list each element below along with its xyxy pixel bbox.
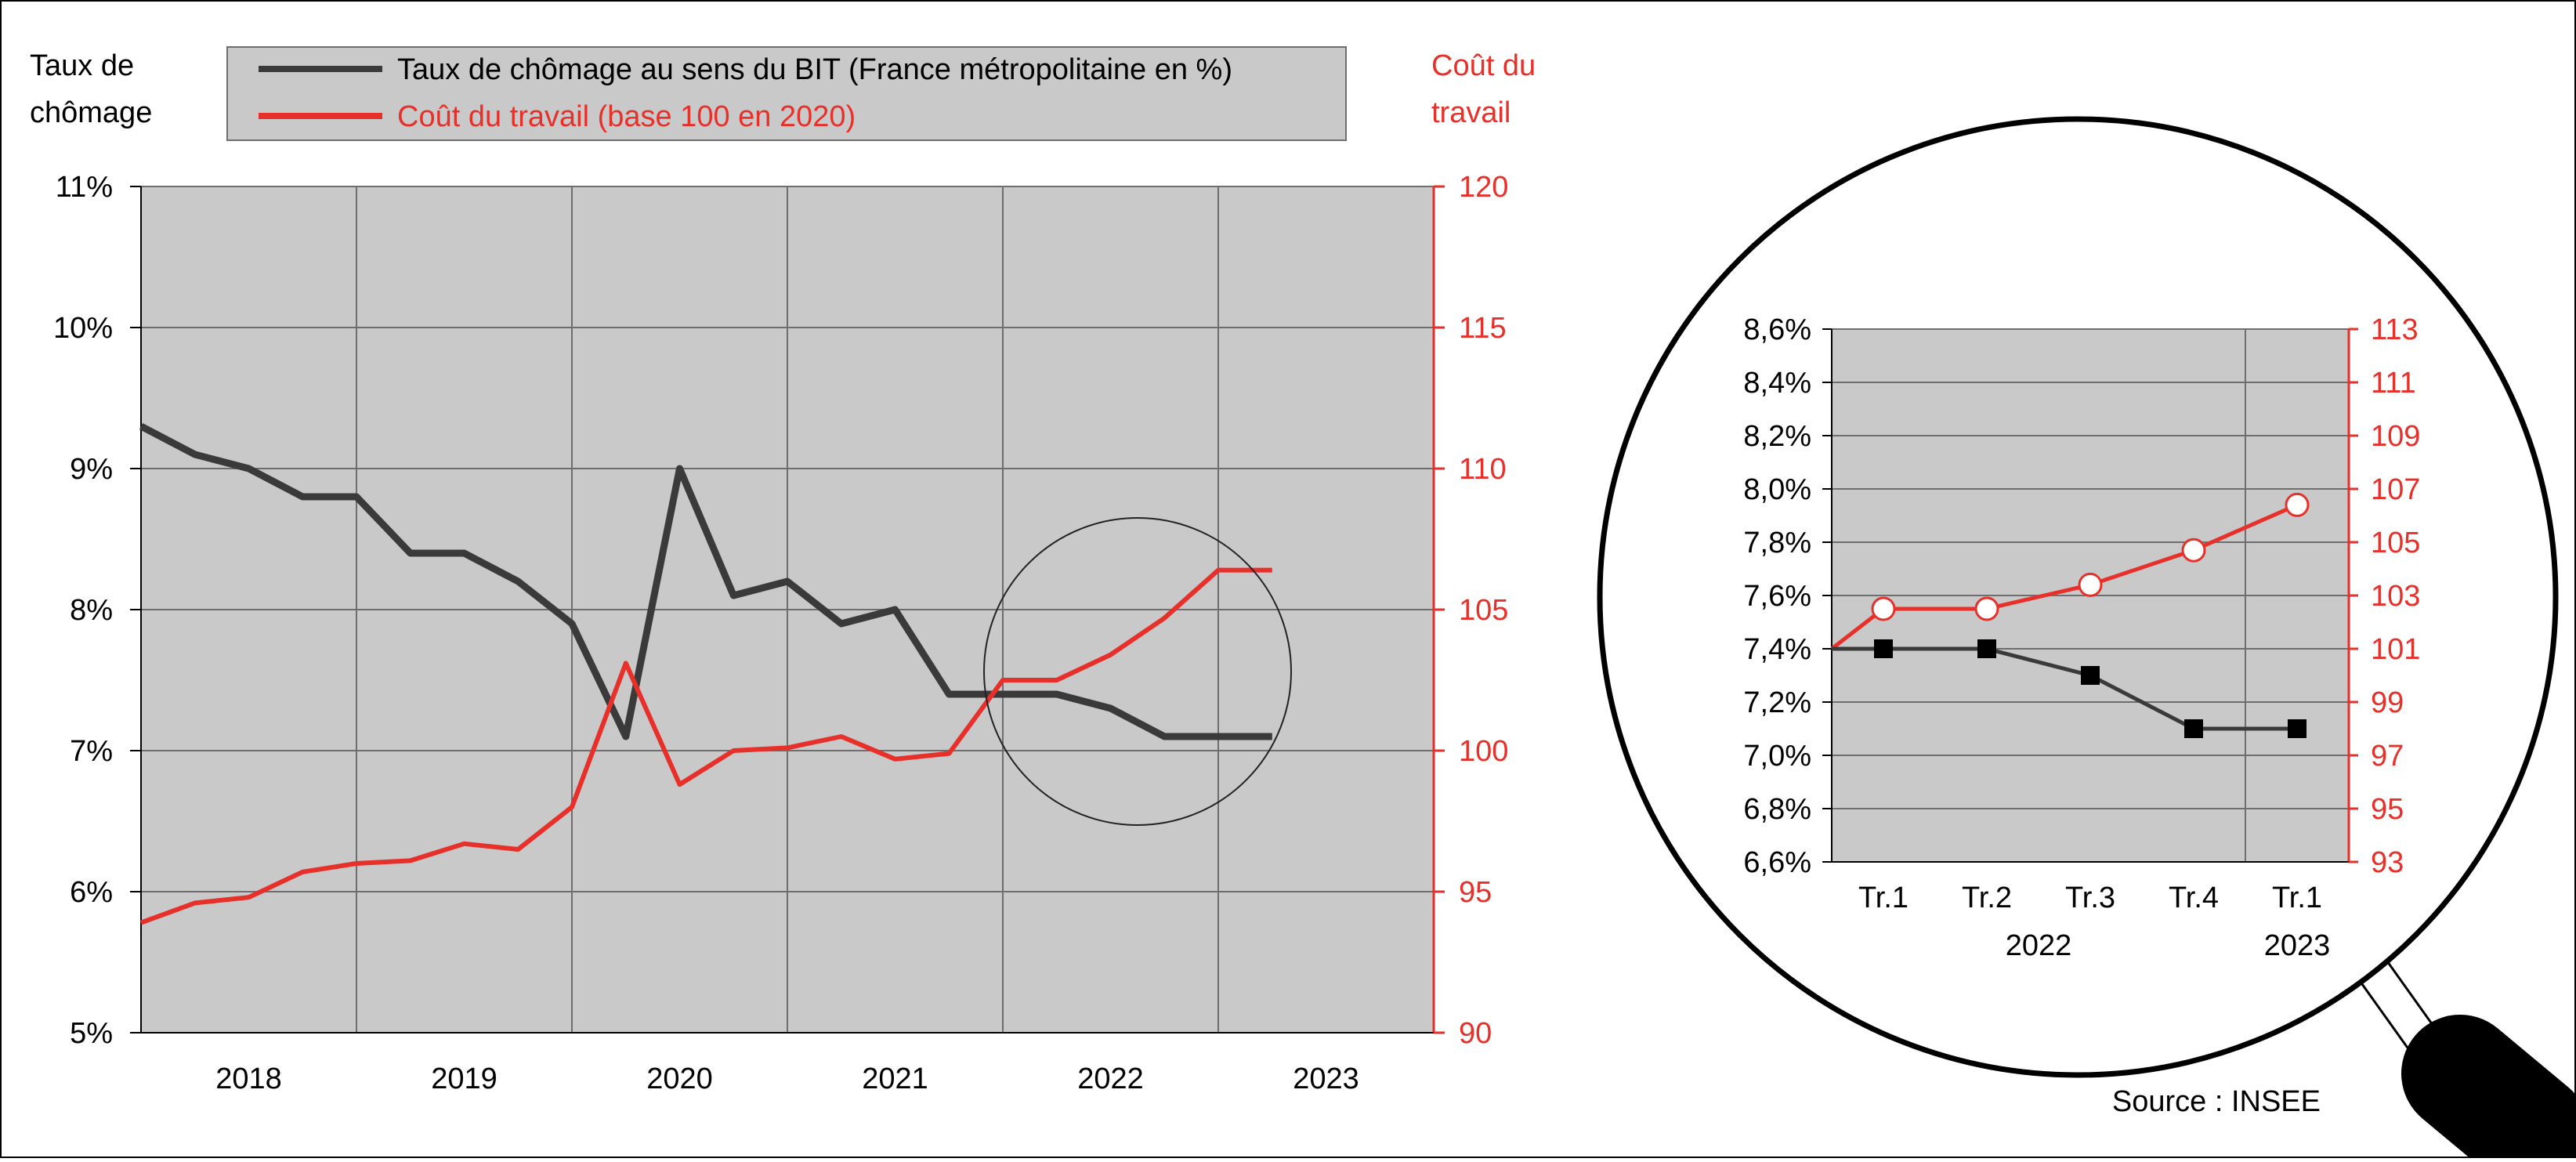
main-x-tick-labels: 2018 2019 2020 2021 2022 2023 [215, 1062, 1359, 1095]
zoom-unemployment-marker [2081, 666, 2100, 685]
main-left-tick-label: 9% [70, 453, 113, 486]
main-left-tick-label: 5% [70, 1017, 113, 1050]
left-axis-title-line1: Taux de [30, 49, 134, 82]
zoom-right-tick-label: 95 [2371, 793, 2404, 826]
main-left-tick-label: 8% [70, 594, 113, 627]
zoom-left-tick-label: 7,2% [1743, 686, 1811, 719]
main-series [139, 423, 1272, 925]
main-right-tick-label: 105 [1459, 594, 1508, 627]
zoom-left-tick-label: 8,0% [1743, 473, 1811, 506]
zoom-left-tick-label: 6,6% [1743, 846, 1811, 879]
zoom-right-tick-label: 97 [2371, 740, 2404, 773]
zoom-right-tick-label: 93 [2371, 846, 2404, 879]
zoom-right-tick-label: 105 [2371, 527, 2420, 559]
zoom-left-tick-label: 8,6% [1743, 313, 1811, 346]
zoom-right-tick-label: 103 [2371, 580, 2420, 613]
main-x-tick-label: 2022 [1077, 1062, 1144, 1095]
main-series-unemployment-line [139, 423, 1272, 740]
zoom-labour-cost-marker [1871, 596, 1896, 621]
legend: Taux de chômage au sens du BIT (France m… [226, 46, 1347, 141]
main-right-tick-label: 100 [1459, 735, 1508, 768]
zoom-x-tick-labels: Tr.1 Tr.2 Tr.3 Tr.4 Tr.1 2022 2023 [1858, 881, 2330, 962]
zoom-right-tick-labels: 93 95 97 99 101 103 105 107 109 111 113 [2349, 313, 2420, 879]
zoom-left-tick-label: 7,6% [1743, 580, 1811, 613]
zoom-right-tick-label: 109 [2371, 420, 2420, 453]
main-right-tick-label: 115 [1459, 312, 1507, 345]
left-axis-title-line2: chômage [30, 96, 152, 129]
right-axis-title-line2: travail [1431, 96, 1511, 129]
zoom-labour-cost-marker [2285, 492, 2310, 517]
right-axis-title-line1: Coût du [1431, 49, 1536, 82]
zoom-labour-cost-marker [1974, 596, 1999, 621]
zoom-right-tick-label: 99 [2371, 686, 2404, 719]
zoom-x-tick-label: Tr.4 [2169, 881, 2219, 914]
zoom-left-tick-label: 8,2% [1743, 420, 1811, 453]
main-right-tick-label: 120 [1459, 171, 1508, 204]
main-left-tick-label: 6% [70, 876, 113, 909]
main-x-tick-label: 2019 [431, 1062, 497, 1095]
zoom-labour-cost-marker [2181, 538, 2206, 563]
legend-label-unemployment: Taux de chômage au sens du BIT (France m… [397, 53, 1232, 86]
zoom-left-tick-labels: 6,6% 6,8% 7,0% 7,2% 7,4% 7,6% 7,8% 8,0% 8,2% 8,4%… [1743, 313, 1832, 879]
zoom-right-tick-label: 107 [2371, 473, 2420, 506]
source-note: Source : INSEE [2112, 1085, 2321, 1118]
zoom-right-tick-label: 101 [2371, 633, 2420, 666]
main-left-tick-labels: 5% 6% 7% 8% 9% 10% 11% [53, 171, 141, 1050]
main-right-tick-labels: 90 95 100 105 110 115 120 [1434, 171, 1508, 1050]
main-right-tick-label: 95 [1459, 876, 1492, 909]
zoom-right-tick-label: 113 [2371, 313, 2419, 346]
main-x-tick-label: 2021 [862, 1062, 928, 1095]
main-chart: 5% 6% 7% 8% 9% 10% 11% 90 95 100 105 110 115 120 201… [53, 171, 1508, 1095]
main-x-tick-label: 2023 [1293, 1062, 1359, 1095]
zoom-left-tick-label: 7,8% [1743, 527, 1811, 559]
zoom-series [1830, 492, 2310, 738]
zoom-left-tick-label: 7,4% [1743, 633, 1811, 666]
zoom-highlight-circle [983, 517, 1292, 826]
zoom-left-tick-label: 7,0% [1743, 740, 1811, 773]
main-x-tick-label: 2020 [646, 1062, 713, 1095]
main-x-tick-label: 2018 [215, 1062, 282, 1095]
magnifier-handle-grip [2401, 1015, 2576, 1162]
zoom-unemployment-marker [1977, 639, 1996, 658]
zoom-labour-cost-marker [2078, 572, 2103, 597]
zoom-x-tick-label: Tr.1 [1858, 881, 1908, 914]
zoom-x-tick-label: Tr.1 [2272, 881, 2322, 914]
main-left-tick-label: 7% [70, 735, 113, 768]
zoom-right-tick-label: 111 [2371, 367, 2416, 400]
zoom-x-tick-label: Tr.2 [1962, 881, 2012, 914]
zoom-left-tick-label: 8,4% [1743, 367, 1811, 400]
main-right-tick-label: 90 [1459, 1017, 1492, 1050]
zoom-group-label: 2022 [2006, 929, 2072, 962]
main-series-labour-cost-line [139, 567, 1272, 925]
legend-label-labour-cost: Coût du travail (base 100 en 2020) [397, 100, 856, 133]
zoom-chart: 6,6% 6,8% 7,0% 7,2% 7,4% 7,6% 7,8% 8,0% 8,2% 8,4%… [1743, 313, 2420, 962]
zoom-unemployment-marker [2184, 719, 2203, 738]
zoom-x-tick-label: Tr.3 [2065, 881, 2115, 914]
main-right-tick-label: 110 [1459, 453, 1507, 486]
zoom-unemployment-marker [1874, 639, 1893, 658]
main-left-tick-label: 11% [56, 171, 113, 204]
zoom-group-label: 2023 [2264, 929, 2331, 962]
main-left-tick-label: 10% [53, 312, 113, 345]
legend-box [226, 46, 1347, 141]
zoom-unemployment-marker [2288, 719, 2306, 738]
zoom-left-tick-label: 6,8% [1743, 793, 1811, 826]
